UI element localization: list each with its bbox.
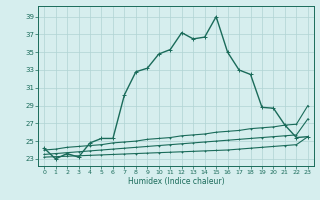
X-axis label: Humidex (Indice chaleur): Humidex (Indice chaleur) xyxy=(128,177,224,186)
